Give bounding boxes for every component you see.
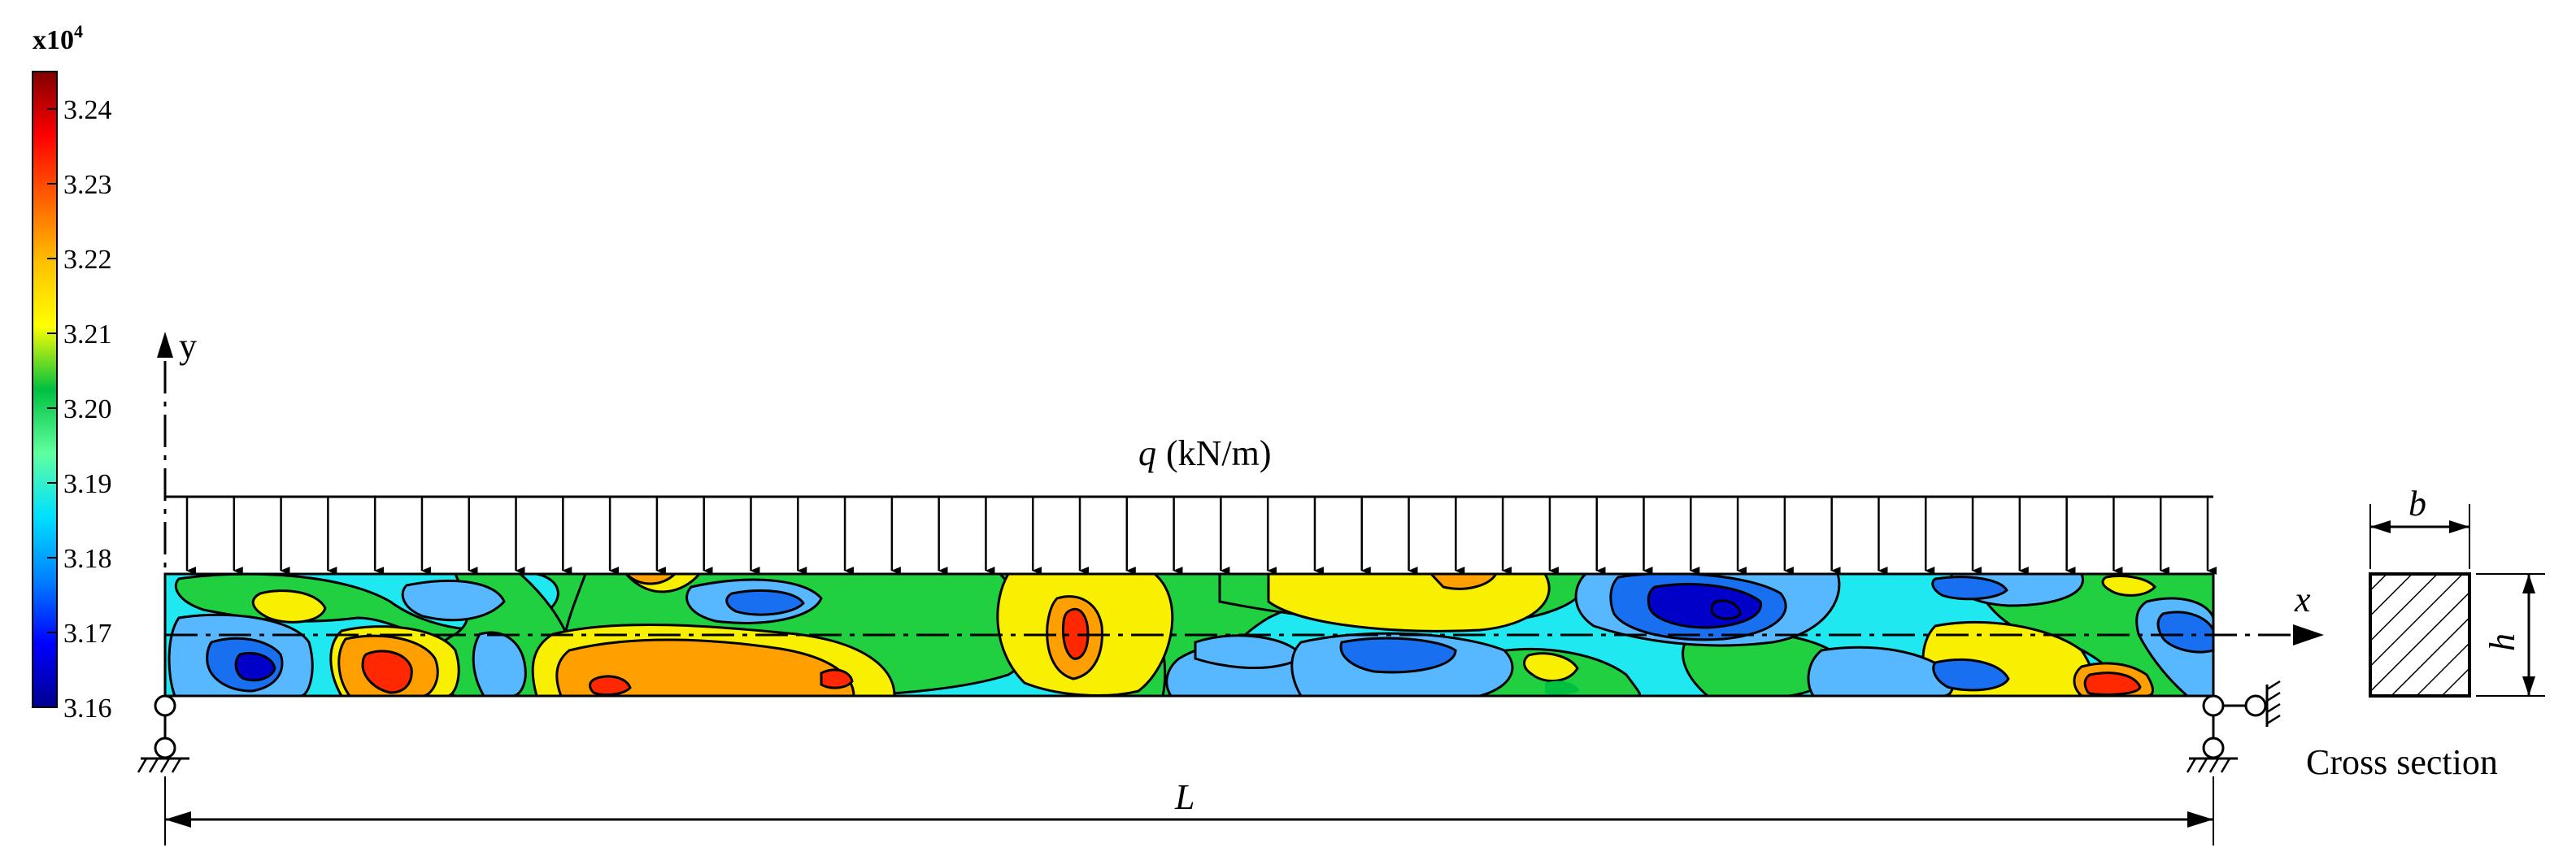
colorbar: x104 3.24 3.23 3.22 3.21 3.20 3.19 3.18 3.17 3.1… [32, 21, 112, 724]
colorbar-tick-label: 3.24 [63, 95, 112, 125]
left-pin-icon [154, 694, 176, 717]
colorbar-tick-label: 3.18 [63, 544, 112, 574]
cross-section-caption: Cross section [2306, 742, 2498, 782]
colorbar-tick-label: 3.21 [63, 320, 112, 350]
colorbar-tick-label: 3.20 [63, 394, 112, 424]
cross-section-width-label: b [2408, 484, 2426, 524]
cross-section-shape [2369, 572, 2471, 698]
load-label: q (kN/m) [1138, 433, 1272, 473]
colorbar-bar [32, 71, 58, 708]
colorbar-ticks: 3.24 3.23 3.22 3.21 3.20 3.19 3.18 3.17 3.16 [47, 95, 112, 724]
y-axis: y [157, 326, 197, 715]
right-roller-icon [2202, 694, 2225, 717]
y-axis-label: y [179, 326, 197, 366]
span-arrow-left-icon [165, 811, 191, 828]
colorbar-tick-label: 3.17 [63, 619, 112, 649]
colorbar-tick-label: 3.22 [63, 245, 112, 275]
colorbar-multiplier: x104 [33, 21, 83, 55]
colorbar-tick-label: 3.16 [63, 693, 112, 724]
x-axis-arrow-icon [2293, 624, 2324, 646]
cross-section-height-label: h [2482, 633, 2522, 651]
left-pin-support [137, 694, 189, 773]
span-label: L [1174, 777, 1194, 817]
right-roller-support [2186, 680, 2281, 773]
load-arrows [185, 497, 2217, 575]
distributed-load: q (kN/m) [165, 433, 2217, 575]
cross-section: b h Cross section [2306, 484, 2545, 782]
colorbar-tick-label: 3.19 [63, 469, 112, 499]
y-axis-arrow-icon [157, 332, 173, 358]
span-arrow-right-icon [2187, 811, 2213, 828]
span-dimension: L [164, 776, 2214, 845]
contour-field [165, 574, 2213, 696]
x-axis-label: x [2294, 580, 2311, 619]
x-axis: x [2293, 580, 2324, 646]
colorbar-tick-label: 3.23 [63, 170, 112, 200]
